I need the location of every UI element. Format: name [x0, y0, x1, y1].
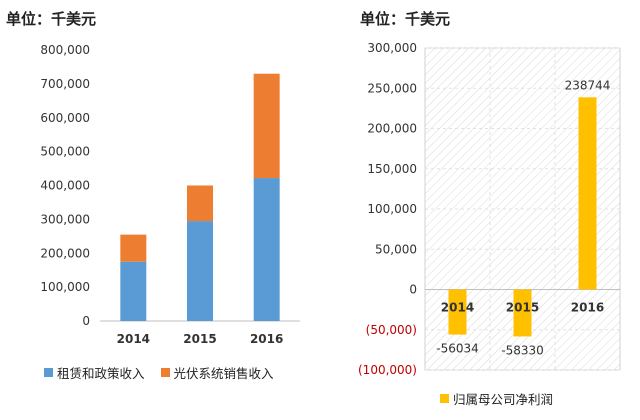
legend-swatch-pv-sales: [160, 368, 170, 377]
y-tick-label: 500,000: [40, 145, 90, 159]
bar-pv-sales-2014: [120, 234, 147, 262]
data-label: -58330: [501, 343, 544, 357]
bar-rental-2014: [120, 261, 147, 321]
y-tick-label: 600,000: [40, 111, 90, 125]
left-legend: 租赁和政策收入 光伏系统销售收入: [44, 363, 290, 382]
y-tick-label: 300,000: [367, 41, 417, 55]
legend-label-net-profit: 归属母公司净利润: [453, 392, 554, 407]
y-tick-label: 700,000: [40, 77, 90, 91]
y-tick-label: (100,000): [358, 363, 417, 377]
y-tick-label: (50,000): [366, 323, 417, 337]
y-tick-label: 0: [82, 314, 90, 328]
x-tick-label: 2014: [117, 332, 150, 346]
right-unit-label: 单位：千美元: [360, 10, 451, 28]
bar-rental-2015: [187, 221, 213, 321]
right-chart-panel: 单位：千美元 (100,000) (50,000) 0 50,000 100,000 15…: [330, 0, 640, 420]
data-label: -56034: [436, 342, 479, 356]
legend-item-rental: 租赁和政策收入: [44, 363, 145, 382]
y-tick-label: 50,000: [375, 242, 417, 256]
x-tick-label: 2016: [250, 332, 283, 346]
y-tick-label: 100,000: [40, 280, 90, 294]
left-stacked-bar-chart: 0 100,000 200,000 300,000 400,000 500,000 600,…: [40, 43, 300, 346]
legend-label-rental: 租赁和政策收入: [57, 366, 145, 381]
bar-net-profit-2015: [513, 289, 532, 337]
legend-swatch-net-profit: [440, 394, 449, 403]
y-tick-label: 0: [409, 283, 417, 297]
y-tick-label: 800,000: [40, 43, 90, 57]
y-tick-label: 200,000: [40, 246, 90, 260]
y-tick-label: 200,000: [367, 122, 417, 136]
legend-item-pv-sales: 光伏系统销售收入: [160, 363, 274, 382]
bar-pv-sales-2016: [253, 73, 280, 179]
right-legend: 归属母公司净利润: [440, 389, 569, 408]
y-tick-label: 100,000: [367, 202, 417, 216]
legend-item-net-profit: 归属母公司净利润: [440, 389, 553, 408]
x-tick-label: 2014: [441, 301, 474, 315]
legend-swatch-rental: [44, 368, 53, 377]
left-chart-panel: 单位：千美元 0 100,000 200,000 300,000 400,000 500,…: [6, 10, 300, 382]
x-tick-label: 2015: [183, 332, 216, 346]
y-tick-label: 150,000: [367, 162, 417, 176]
left-unit-label: 单位：千美元: [6, 10, 97, 28]
bar-pv-sales-2015: [187, 185, 213, 222]
bar-rental-2016: [253, 178, 280, 321]
legend-label-pv-sales: 光伏系统销售收入: [173, 366, 274, 381]
x-tick-label: 2015: [506, 301, 539, 315]
right-bar-chart: (100,000) (50,000) 0 50,000 100,000 150,000 20…: [358, 41, 621, 377]
y-tick-label: 300,000: [40, 212, 90, 226]
y-tick-label: 400,000: [40, 179, 90, 193]
bar-net-profit-2014: [448, 289, 467, 335]
bar-net-profit-2016: [578, 97, 597, 290]
y-tick-label: 250,000: [367, 81, 417, 95]
x-tick-label: 2016: [571, 301, 604, 315]
data-label: 238744: [565, 78, 611, 92]
